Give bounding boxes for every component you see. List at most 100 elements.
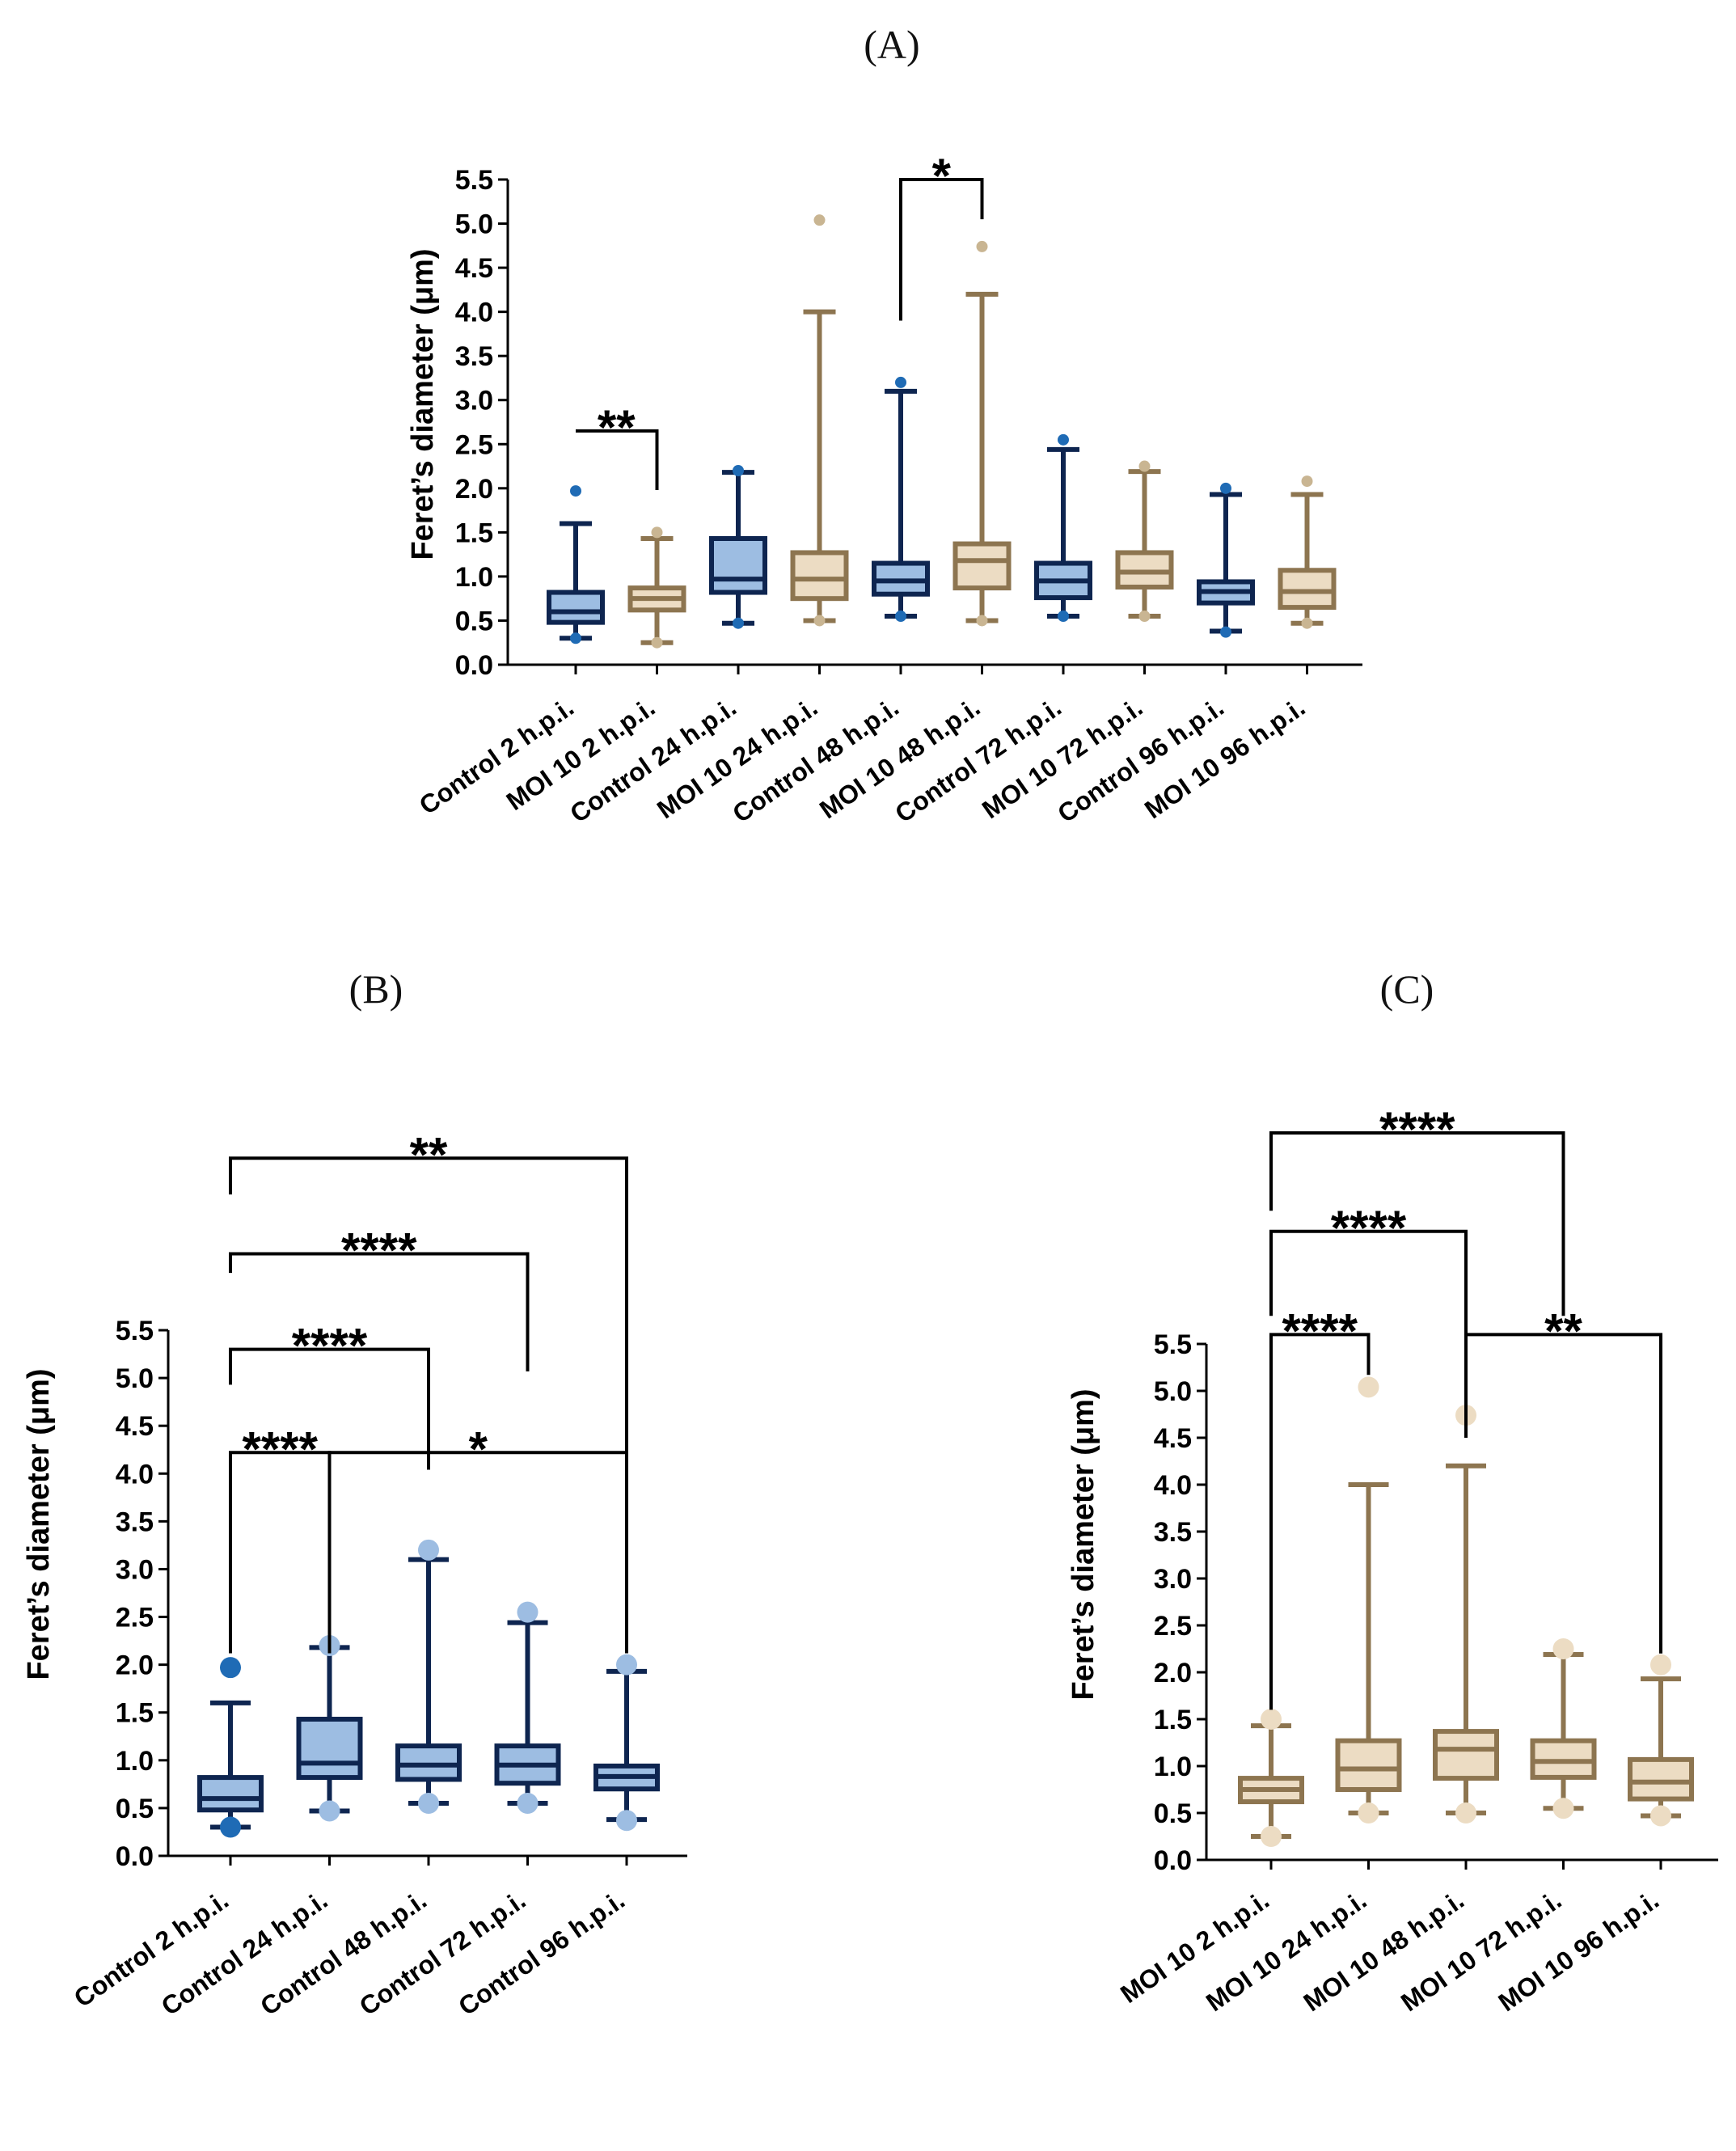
- panel-a-outlier-point: [976, 615, 988, 627]
- panel-c-outlier-point: [1650, 1654, 1671, 1676]
- panel-c-outlier-point: [1552, 1798, 1574, 1819]
- panel-b-outlier-point: [319, 1800, 340, 1822]
- panel-a-y-axis-label: Feret’s diameter (μm): [406, 248, 440, 560]
- panel-b-significance-bracket: *: [327, 1422, 628, 1654]
- panel-c-y-tick-label: 2.0: [1154, 1658, 1192, 1688]
- panel-a-y-tick-label: 1.0: [455, 562, 493, 593]
- panel-a-y-tick-label: 5.0: [455, 209, 493, 240]
- panel-a-outlier-point: [1058, 433, 1069, 446]
- panel-a-significance-bracket: *: [899, 149, 984, 321]
- panel-b-y-axis-label: Feret’s diameter (μm): [22, 1368, 56, 1680]
- panel-c-y-axis-label: Feret’s diameter (μm): [1067, 1388, 1100, 1700]
- panel-c-y-tick-label: 1.0: [1154, 1752, 1192, 1782]
- panel-b-category-label: Control 48 h.p.i.: [255, 1885, 432, 2021]
- panel-c-significance-label: **: [1544, 1304, 1582, 1358]
- panel-b-outlier-point: [517, 1793, 539, 1814]
- panel-c-iqr-box: [1335, 1738, 1402, 1792]
- panel-b-significance-bracket: ****: [229, 1223, 530, 1371]
- panel-b-outlier-point: [220, 1657, 241, 1679]
- panel-c-y-tick-label: 0.0: [1154, 1845, 1192, 1876]
- panel-c-outlier-point: [1261, 1826, 1282, 1847]
- panel-b-bracket-line: [229, 1156, 628, 1470]
- panel-a-bracket-line: [899, 178, 984, 321]
- panel-b-category-label: Control 96 h.p.i.: [453, 1885, 630, 2021]
- panel-b-box-5: Control 96 h.p.i.: [453, 1654, 660, 2021]
- panel-b-bracket-line: [229, 1451, 332, 1654]
- panel-b-outlier-point: [616, 1810, 637, 1832]
- panel-c-significance-label: ****: [1282, 1304, 1358, 1358]
- panel-b-significance-label: ****: [292, 1319, 368, 1373]
- panel-b: (B) Feret’s diameter (μm) 0.0 0.5 1.0 1.5 2.…: [22, 966, 687, 2021]
- panel-b-category-label: Control 72 h.p.i.: [354, 1885, 531, 2021]
- panel-a-outlier-point: [733, 617, 744, 629]
- panel-b-y-tick-label: 5.5: [116, 1316, 154, 1346]
- panel-a-y-tick-label: 2.5: [455, 429, 493, 460]
- panel-b-plot: 0.0 0.5 1.0 1.5 2.0 2.5 3.0 3.5 4.0 4.5 5.0 5.5 Cont…: [69, 1127, 687, 2021]
- panel-a-y-tick-label: 5.5: [455, 165, 493, 196]
- panel-b-y-tick-label: 2.5: [116, 1603, 154, 1633]
- panel-a-y-tick-label: 4.5: [455, 253, 493, 284]
- panel-a-outlier-point: [1220, 482, 1231, 494]
- panel-b-outlier-point: [418, 1539, 439, 1561]
- panel-b-bracket-line: [327, 1451, 628, 1654]
- panel-c-category-label: MOI 10 96 h.p.i.: [1493, 1885, 1664, 2017]
- panel-b-significance-label: ****: [341, 1223, 417, 1277]
- panel-c-bracket-line: [1269, 1333, 1371, 1710]
- panel-b-significance-label: *: [469, 1422, 488, 1476]
- panel-a-significance-label: **: [598, 400, 636, 454]
- panel-b-title: (B): [349, 966, 403, 1012]
- panel-b-significance-bracket: ****: [229, 1422, 332, 1654]
- panel-a-y-tick-label: 3.5: [455, 341, 493, 372]
- panel-c-outlier-point: [1650, 1805, 1671, 1827]
- panel-a-y-tick-label: 0.0: [455, 650, 493, 681]
- panel-c-title: (C): [1380, 966, 1434, 1012]
- panel-c-outlier-point: [1358, 1802, 1379, 1823]
- panel-a-outlier-point: [570, 485, 581, 497]
- panel-c-outlier-point: [1358, 1376, 1379, 1398]
- panel-a-outlier-point: [733, 465, 744, 476]
- panel-a-y-tick-label: 1.5: [455, 518, 493, 548]
- panel-c-iqr-box: [1628, 1756, 1694, 1802]
- panel-c-plot: 0.0 0.5 1.0 1.5 2.0 2.5 3.0 3.5 4.0 4.5 5.0 5.5 MOI …: [1115, 1102, 1718, 2017]
- panel-b-bracket-line: [229, 1347, 430, 1470]
- panel-b-outlier-point: [220, 1816, 241, 1838]
- panel-c-box-5: MOI 10 96 h.p.i.: [1493, 1654, 1694, 2017]
- panel-c-outlier-point: [1455, 1802, 1476, 1823]
- panel-c-significance-bracket: **: [1464, 1304, 1662, 1654]
- panel-a-y-tick-label: 4.0: [455, 298, 493, 328]
- panel-b-category-label: Control 24 h.p.i.: [156, 1885, 333, 2021]
- panel-a-outlier-point: [1058, 611, 1069, 622]
- panel-b-bracket-line: [229, 1252, 530, 1371]
- panel-a-iqr-box: [1278, 568, 1337, 611]
- panel-b-y-tick-label: 0.0: [116, 1841, 154, 1872]
- panel-c-category-label: MOI 10 72 h.p.i.: [1396, 1885, 1566, 2017]
- panel-b-y-tick-label: 0.5: [116, 1794, 154, 1824]
- panel-a-outlier-point: [895, 376, 906, 388]
- panel-c-category-label: MOI 10 24 h.p.i.: [1201, 1885, 1371, 2017]
- panel-b-significance-bracket: ****: [229, 1319, 430, 1470]
- panel-b-significance-label: ****: [243, 1422, 319, 1476]
- panel-c-category-label: MOI 10 48 h.p.i.: [1299, 1885, 1469, 2017]
- panel-a-title: (A): [864, 22, 919, 67]
- panel-c-bracket-line: [1464, 1333, 1662, 1654]
- panel-c-y-tick-label: 1.5: [1154, 1705, 1192, 1735]
- panel-b-y-tick-label: 4.5: [116, 1411, 154, 1442]
- panel-c-significance-bracket: ****: [1269, 1304, 1371, 1710]
- panel-b-y-tick-label: 3.5: [116, 1507, 154, 1537]
- panel-b-significance-label: **: [410, 1127, 448, 1181]
- panel-a-outlier-point: [976, 240, 988, 252]
- panel-a-outlier-point: [1301, 475, 1313, 488]
- panel-b-iqr-box: [296, 1717, 363, 1781]
- panel-c-significance-bracket: ****: [1269, 1102, 1565, 1316]
- panel-c-significance-label: ****: [1331, 1201, 1407, 1255]
- panel-a-significance-bracket: **: [576, 400, 659, 490]
- panel-c-y-tick-label: 5.0: [1154, 1376, 1192, 1407]
- panel-a-y-tick-label: 3.0: [455, 386, 493, 416]
- panel-a: (A) Feret’s diameter (μm) 0.0 0.5 1.0 1.5 2.…: [406, 22, 1362, 828]
- panel-a-outlier-point: [1220, 626, 1231, 638]
- panel-b-outlier-point: [616, 1654, 637, 1676]
- panel-a-outlier-point: [1138, 460, 1151, 472]
- panel-c-y-tick-label: 2.5: [1154, 1611, 1192, 1642]
- panel-a-outlier-point: [1138, 611, 1151, 622]
